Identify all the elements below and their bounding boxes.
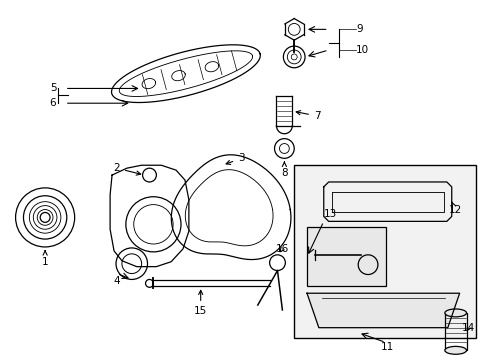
Text: 13: 13 bbox=[323, 210, 336, 219]
Text: 12: 12 bbox=[447, 202, 461, 215]
Text: 14: 14 bbox=[461, 323, 474, 333]
Bar bbox=[444, 313, 466, 350]
Bar bbox=[306, 227, 385, 286]
Text: 7: 7 bbox=[296, 111, 320, 121]
Text: 8: 8 bbox=[281, 162, 287, 178]
Text: 16: 16 bbox=[275, 244, 288, 254]
Text: 9: 9 bbox=[356, 24, 362, 34]
Ellipse shape bbox=[444, 309, 466, 317]
Ellipse shape bbox=[444, 346, 466, 354]
Text: 1: 1 bbox=[42, 251, 48, 267]
Text: 15: 15 bbox=[194, 291, 207, 316]
Text: 2: 2 bbox=[113, 163, 141, 175]
Bar bbox=[294, 165, 475, 338]
Text: 10: 10 bbox=[356, 45, 368, 55]
Text: 5: 5 bbox=[50, 84, 56, 94]
Text: 6: 6 bbox=[50, 98, 56, 108]
Text: 4: 4 bbox=[113, 276, 120, 287]
Text: 3: 3 bbox=[225, 153, 244, 165]
Text: 11: 11 bbox=[380, 342, 394, 352]
Polygon shape bbox=[306, 293, 459, 328]
